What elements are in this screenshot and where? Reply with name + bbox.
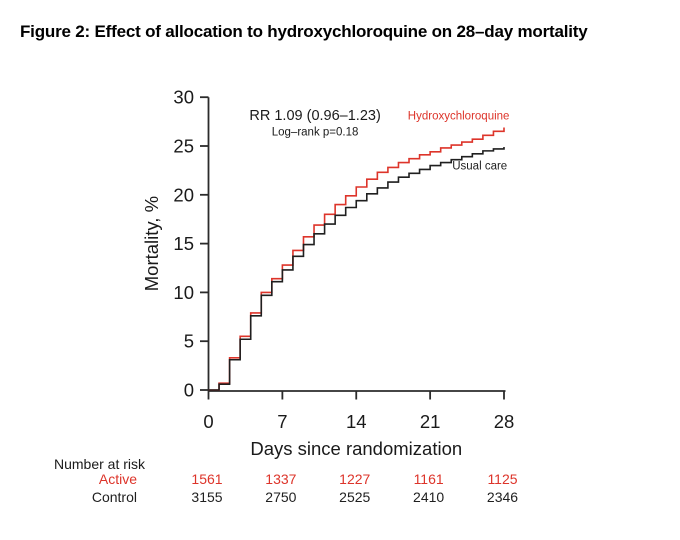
x-tick-label: 28 — [494, 411, 515, 432]
x-tick-label: 7 — [277, 411, 287, 432]
rr-annotation: RR 1.09 (0.96–1.23) — [249, 108, 380, 124]
curve-usual-care — [208, 146, 505, 391]
x-tick-label: 14 — [346, 411, 367, 432]
risk-value: 2525 — [339, 489, 371, 505]
legend-label-hydroxychloroquine: Hydroxychloroquine — [408, 111, 510, 123]
x-tick-label: 0 — [203, 411, 213, 432]
y-tick-label: 0 — [184, 380, 194, 401]
risk-value: 1337 — [265, 471, 297, 487]
risk-value: 2410 — [413, 489, 445, 505]
logrank-annotation: Log–rank p=0.18 — [272, 126, 359, 138]
x-tick-label: 21 — [420, 411, 441, 432]
risk-value: 3155 — [191, 489, 223, 505]
y-tick-label: 5 — [184, 331, 194, 352]
y-tick-label: 20 — [173, 184, 194, 205]
risk-row-label-control: Control — [91, 489, 137, 505]
risk-value: 2346 — [486, 489, 519, 505]
risk-row-label-active: Active — [98, 471, 137, 487]
y-tick-label: 25 — [173, 136, 194, 157]
figure-title: Figure 2: Effect of allocation to hydrox… — [20, 22, 588, 41]
y-axis-title: Mortality, % — [141, 196, 162, 291]
y-tick-label: 10 — [173, 282, 194, 303]
risk-table-heading: Number at risk — [54, 456, 146, 472]
risk-value: 2750 — [265, 489, 297, 505]
legend-label-usual-care: Usual care — [452, 160, 507, 172]
risk-value: 1125 — [487, 471, 518, 487]
y-tick-label: 15 — [173, 233, 194, 254]
x-axis-title: Days since randomization — [250, 438, 462, 459]
risk-value: 1227 — [339, 471, 371, 487]
risk-value: 1161 — [413, 471, 444, 487]
y-tick-label: 30 — [173, 87, 194, 108]
risk-value: 1561 — [191, 471, 223, 487]
